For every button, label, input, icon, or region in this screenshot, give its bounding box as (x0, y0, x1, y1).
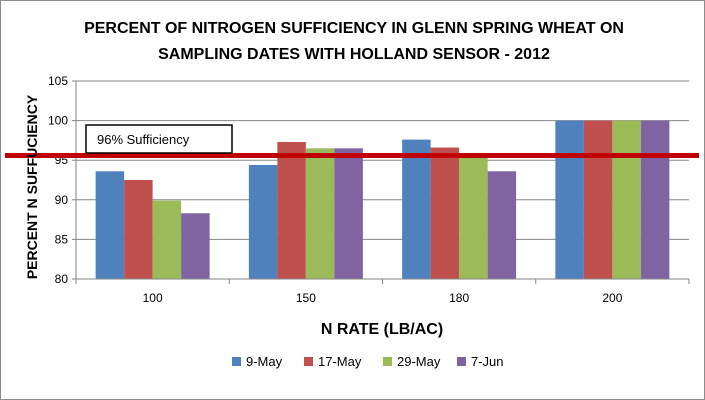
y-tick-label: 105 (48, 74, 68, 88)
bar-9-May-180 (402, 139, 431, 279)
bar-17-May-180 (430, 147, 460, 279)
x-tick-label: 100 (143, 291, 163, 305)
y-axis-title: PERCENT N SUFFUCIENCY (24, 94, 40, 279)
bar-29-May-200 (612, 120, 641, 279)
y-tick-label: 85 (55, 232, 69, 246)
legend-label-29-May: 29-May (397, 354, 441, 369)
bar-17-May-150 (277, 141, 306, 279)
reference-line-group: 96% Sufficiency (5, 124, 699, 158)
x-tick-label: 200 (602, 291, 622, 305)
sufficiency-label-box (85, 124, 233, 154)
bars (95, 120, 670, 279)
bar-29-May-150 (305, 148, 335, 279)
x-axis-title: N RATE (LB/AC) (321, 321, 443, 338)
bar-7-Jun-200 (640, 120, 670, 279)
y-tick-label: 90 (55, 193, 69, 207)
bar-7-Jun-180 (487, 171, 517, 279)
bar-7-Jun-150 (334, 148, 363, 279)
sufficiency-label: 96% Sufficiency (97, 132, 190, 147)
x-tick-label: 150 (296, 291, 316, 305)
legend-label-7-Jun: 7-Jun (471, 354, 504, 369)
bar-9-May-150 (248, 164, 278, 279)
bar-17-May-100 (124, 180, 153, 279)
legend-swatch-17-May (304, 357, 313, 366)
bar-7-Jun-100 (181, 213, 210, 279)
bar-9-May-200 (555, 120, 584, 279)
bar-29-May-180 (459, 155, 488, 279)
bar-29-May-100 (152, 200, 182, 279)
bar-17-May-200 (583, 120, 613, 279)
legend: 9-May 17-May 29-May 7-Jun (232, 354, 504, 369)
legend-label-9-May: 9-May (246, 354, 283, 369)
legend-label-17-May: 17-May (318, 354, 362, 369)
chart-title-line-1: PERCENT OF NITROGEN SUFFICIENCY IN GLENN… (84, 20, 624, 37)
legend-swatch-29-May (383, 357, 392, 366)
legend-swatch-9-May (232, 357, 241, 366)
bar-9-May-100 (95, 171, 125, 279)
y-tick-label: 80 (55, 272, 69, 286)
legend-swatch-7-Jun (457, 357, 466, 366)
y-tick-label: 100 (48, 114, 68, 128)
chart-title-line-2: SAMPLING DATES WITH HOLLAND SENSOR - 201… (158, 46, 550, 63)
x-tick-label: 180 (449, 291, 469, 305)
